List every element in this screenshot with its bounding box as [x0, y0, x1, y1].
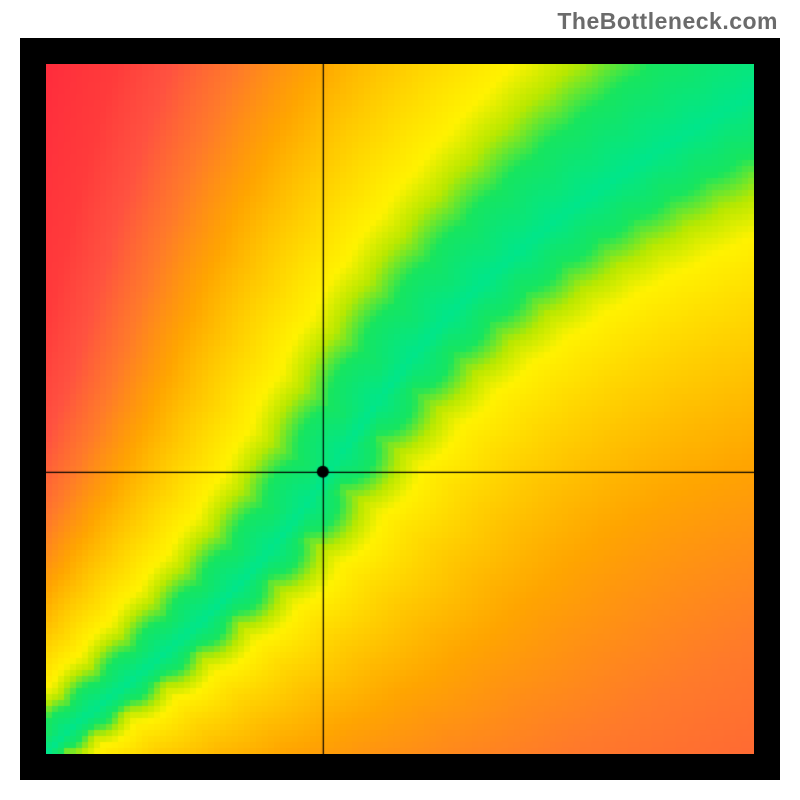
crosshair-overlay	[46, 64, 754, 754]
attribution-text: TheBottleneck.com	[557, 8, 778, 35]
chart-area	[20, 38, 780, 780]
